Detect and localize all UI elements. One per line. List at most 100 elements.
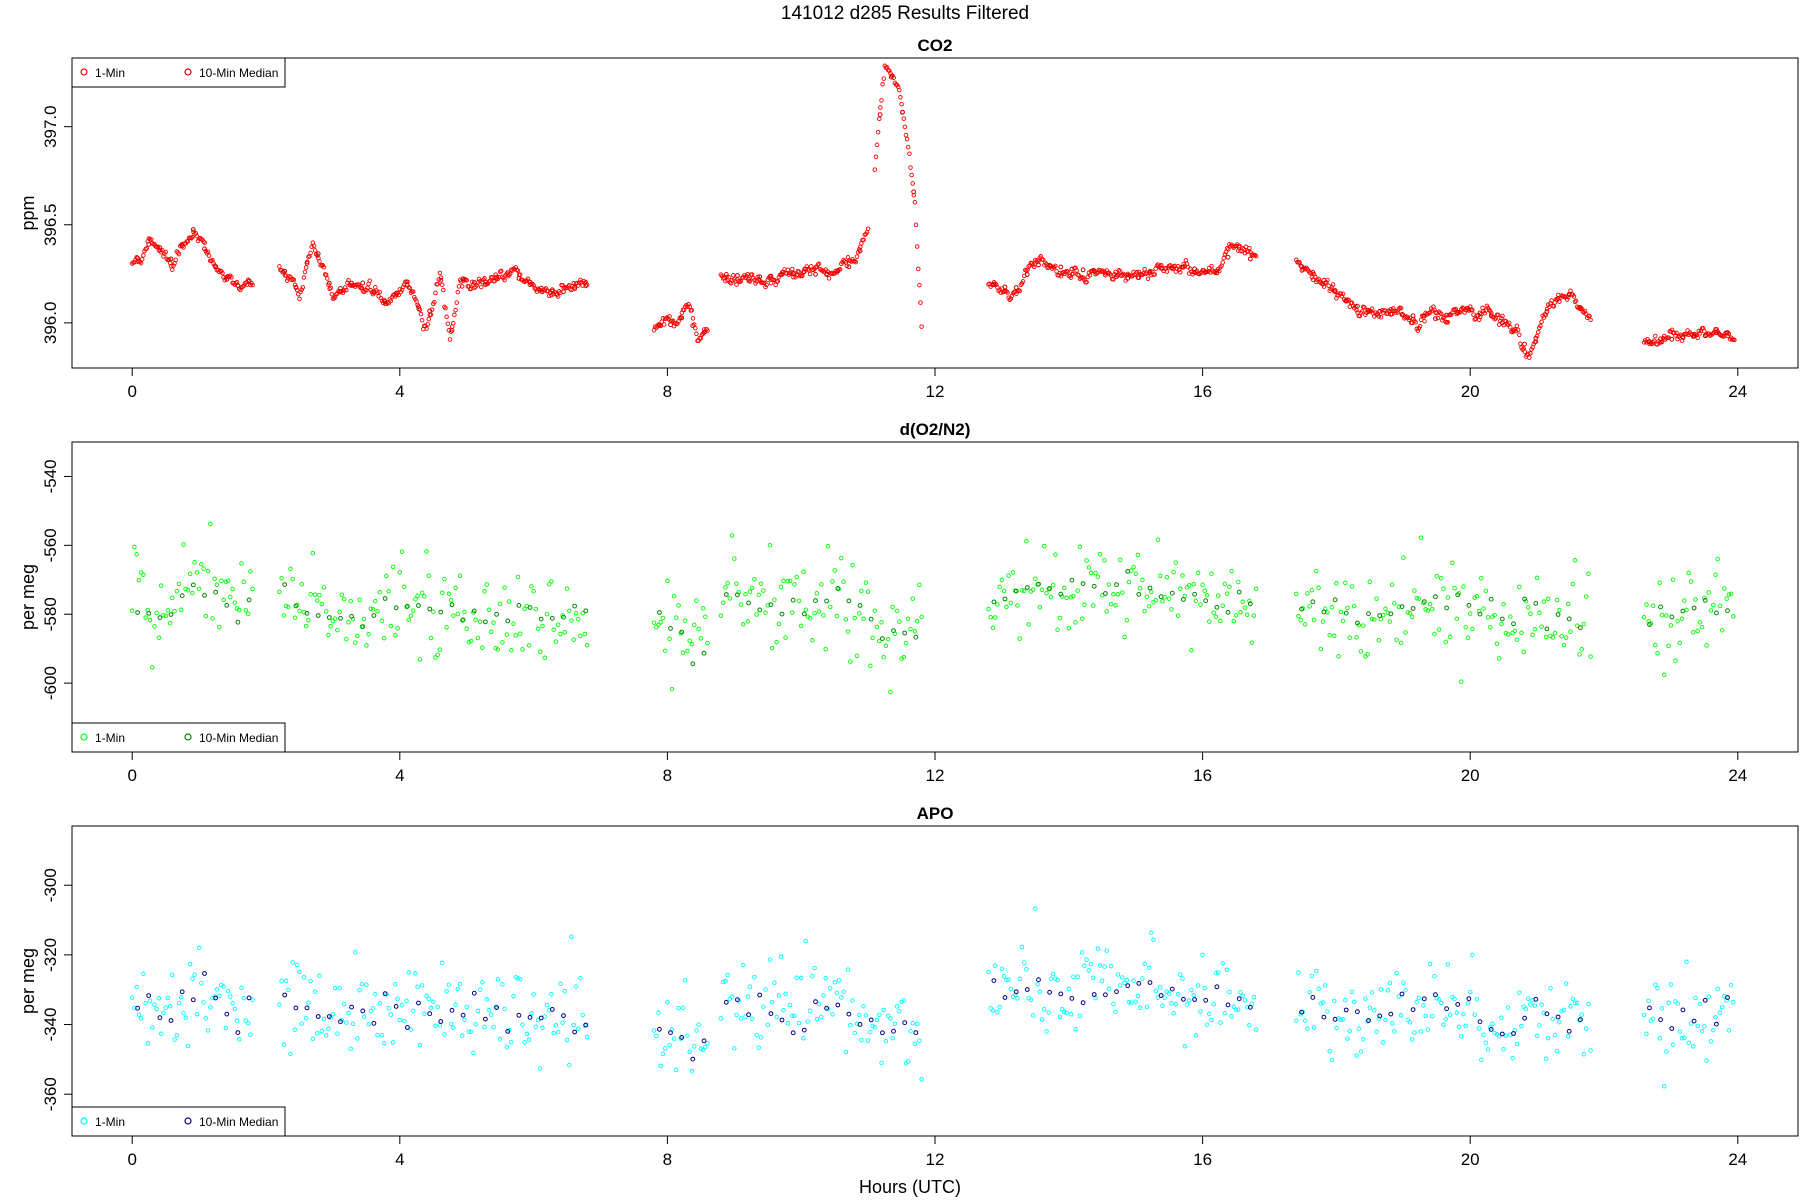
apo-median-point (1343, 1007, 1349, 1013)
apo-1min-point (283, 978, 289, 983)
co2-1min-point (1587, 313, 1592, 319)
o2n2-1min-point (181, 542, 186, 547)
co2-1min-point (250, 282, 255, 288)
o2n2-1min-point (303, 623, 309, 629)
co2-median-point (516, 276, 522, 281)
o2n2-1min-point (1242, 605, 1248, 610)
apo-median-point (538, 1015, 544, 1021)
apo-median-point (902, 1020, 908, 1026)
o2n2-1min-point (219, 578, 224, 584)
co2-1min-point (454, 300, 459, 305)
o2n2-1min-point (1184, 585, 1190, 590)
co2-1min-point (1294, 257, 1299, 263)
o2n2-1min-point (1155, 537, 1161, 542)
o2n2-1min-point (1510, 630, 1515, 636)
apo-1min-point (1586, 1001, 1591, 1007)
co2-1min-point (445, 321, 451, 326)
o2n2-median-point (1377, 613, 1383, 618)
o2n2-1min-point (1354, 635, 1359, 640)
apo-1min-point (1472, 1012, 1477, 1017)
apo-1min-point (899, 999, 904, 1005)
apo-median-point (371, 1020, 377, 1026)
co2-1min-point (317, 259, 322, 264)
apo-1min-point (812, 965, 817, 971)
apo-1min-point (1351, 999, 1357, 1005)
o2n2-1min-point (241, 579, 246, 585)
co2-1min-point (686, 302, 691, 307)
apo-1min-point (571, 1022, 576, 1028)
co2-median-point (1533, 335, 1539, 341)
o2n2-1min-point (1461, 584, 1466, 589)
co2-1min-point (1677, 333, 1683, 339)
apo-1min-point (1552, 1032, 1558, 1038)
co2-median-point (1366, 308, 1371, 313)
co2-1min-point (734, 282, 739, 287)
co2-1min-point (1222, 252, 1228, 257)
co2-1min-point (425, 322, 430, 327)
o2n2-1min-point (1164, 574, 1170, 580)
apo-1min-point (687, 1049, 692, 1054)
apo-1min-point (493, 1004, 498, 1009)
o2n2-1min-point (1106, 582, 1112, 587)
co2-median-point (824, 272, 829, 278)
o2n2-1min-point (1113, 603, 1118, 608)
apo-1min-point (1200, 952, 1205, 958)
o2n2-y-axis-label: per meg (18, 564, 38, 630)
co2-median-point (1555, 296, 1561, 301)
apo-1min-point (912, 1041, 918, 1047)
apo-1min-point (239, 985, 244, 990)
co2-1min-point (1020, 279, 1026, 284)
o2n2-1min-point (397, 570, 403, 575)
o2n2-1min-point (308, 592, 313, 597)
apo-1min-point (1042, 1007, 1047, 1012)
apo-1min-point (290, 960, 296, 965)
co2-median-point (1225, 254, 1231, 260)
co2-1min-point (577, 280, 582, 285)
co2-median-point (813, 271, 818, 277)
apo-1min-point (245, 1020, 251, 1026)
co2-median-point (911, 189, 916, 195)
o2n2-1min-point (1412, 588, 1417, 593)
apo-1min-point (424, 993, 429, 999)
o2n2-1min-point (1586, 571, 1591, 576)
o2n2-1min-point (1329, 605, 1335, 610)
apo-1min-point (1407, 1019, 1413, 1025)
co2-median-point (1136, 275, 1142, 281)
apo-1min-point (388, 1012, 394, 1017)
apo-1min-point (1062, 1009, 1067, 1015)
co2-median-point (405, 282, 410, 288)
co2-median-point (835, 268, 841, 274)
apo-1min-point (1641, 1012, 1647, 1018)
apo-1min-point (312, 989, 318, 995)
apo-1min-point (152, 1002, 157, 1007)
apo-1min-point (308, 978, 313, 984)
o2n2-1min-point (1485, 615, 1491, 620)
apo-1min-point (1463, 1023, 1468, 1029)
co2-median-point (1024, 272, 1030, 277)
apo-panel-title: APO (917, 804, 954, 823)
o2n2-1min-point (551, 627, 556, 632)
apo-1min-point (1367, 1005, 1373, 1010)
apo-1min-point (303, 1015, 309, 1021)
apo-1min-point (658, 1063, 663, 1069)
co2-1min-point (796, 269, 802, 275)
o2n2-1min-point (1434, 573, 1439, 579)
co2-median-point (1725, 330, 1730, 335)
o2n2-1min-point (564, 586, 570, 591)
apo-median-point (135, 1005, 141, 1011)
co2-1min-point (1413, 320, 1418, 325)
apo-median-point (157, 1015, 163, 1021)
apo-1min-point (277, 1002, 282, 1007)
apo-1min-point (1414, 999, 1419, 1005)
apo-1min-point (1503, 1033, 1509, 1038)
apo-1min-point (236, 1037, 242, 1042)
apo-1min-point (431, 999, 436, 1004)
apo-1min-point (1695, 1023, 1700, 1029)
co2-median-point (494, 275, 500, 281)
apo-1min-point (1075, 974, 1080, 979)
o2n2-1min-point (194, 570, 200, 575)
apo-1min-point (823, 976, 828, 981)
co2-1min-point (1253, 253, 1259, 259)
o2n2-median-point (202, 593, 207, 598)
apo-1min-point (1030, 1013, 1036, 1018)
